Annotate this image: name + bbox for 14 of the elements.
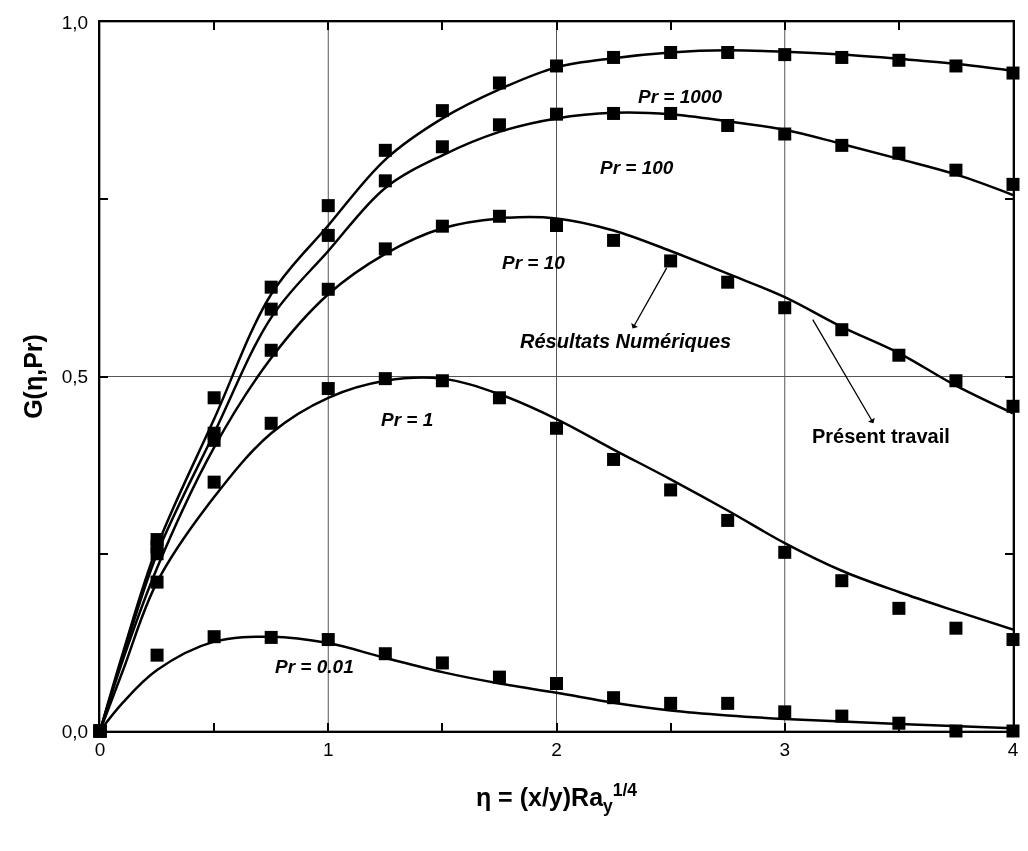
annotation: Présent travail: [812, 425, 950, 447]
y-axis-title: G(η,Pr): [19, 334, 48, 419]
y-tick-label: 0,0: [61, 720, 89, 742]
x-tick-label: 1: [322, 738, 334, 760]
x-tick-label: 2: [551, 738, 562, 760]
x-tick-label: 3: [779, 738, 791, 760]
annotation: Pr = 0.01: [275, 656, 354, 677]
y-tick-label: 0,5: [61, 366, 89, 388]
annotation: Pr = 100: [600, 157, 674, 178]
annotation: Pr = 1000: [638, 86, 723, 107]
x-tick-label: 4: [1007, 738, 1019, 760]
annotation: Pr = 1: [381, 409, 434, 430]
y-tick-label: 1,0: [61, 11, 89, 33]
x-tick-label: 0: [94, 738, 106, 760]
